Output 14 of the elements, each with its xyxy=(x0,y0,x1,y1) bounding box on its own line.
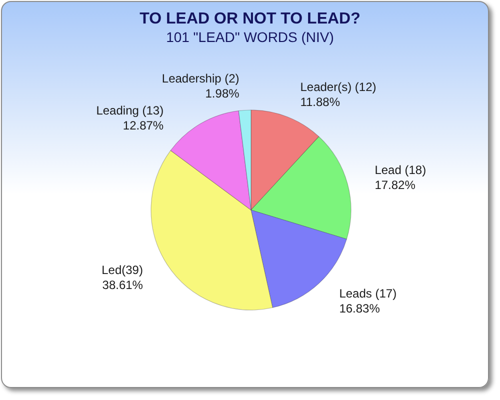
slice-label: Leader(s) (12) xyxy=(300,80,376,94)
chart-subtitle: 101 "LEAD" WORDS (NIV) xyxy=(166,29,334,45)
chart-title: TO LEAD OR NOT TO LEAD? xyxy=(140,10,360,28)
data-label: 11.88% xyxy=(300,95,340,110)
data-label: 12.87% xyxy=(122,118,164,133)
data-label: 17.82% xyxy=(374,178,416,192)
slice-label: Leads (17) xyxy=(339,286,397,301)
slice-label: Leadership (2) xyxy=(162,72,240,86)
slice-label: Led(39) xyxy=(102,262,143,277)
data-label: 38.61% xyxy=(102,278,144,292)
data-label: 1.98% xyxy=(205,86,240,101)
data-label: 16.83% xyxy=(339,302,380,316)
slice-label: Leading (13) xyxy=(96,104,164,118)
slice-label: Lead (18) xyxy=(374,163,426,178)
